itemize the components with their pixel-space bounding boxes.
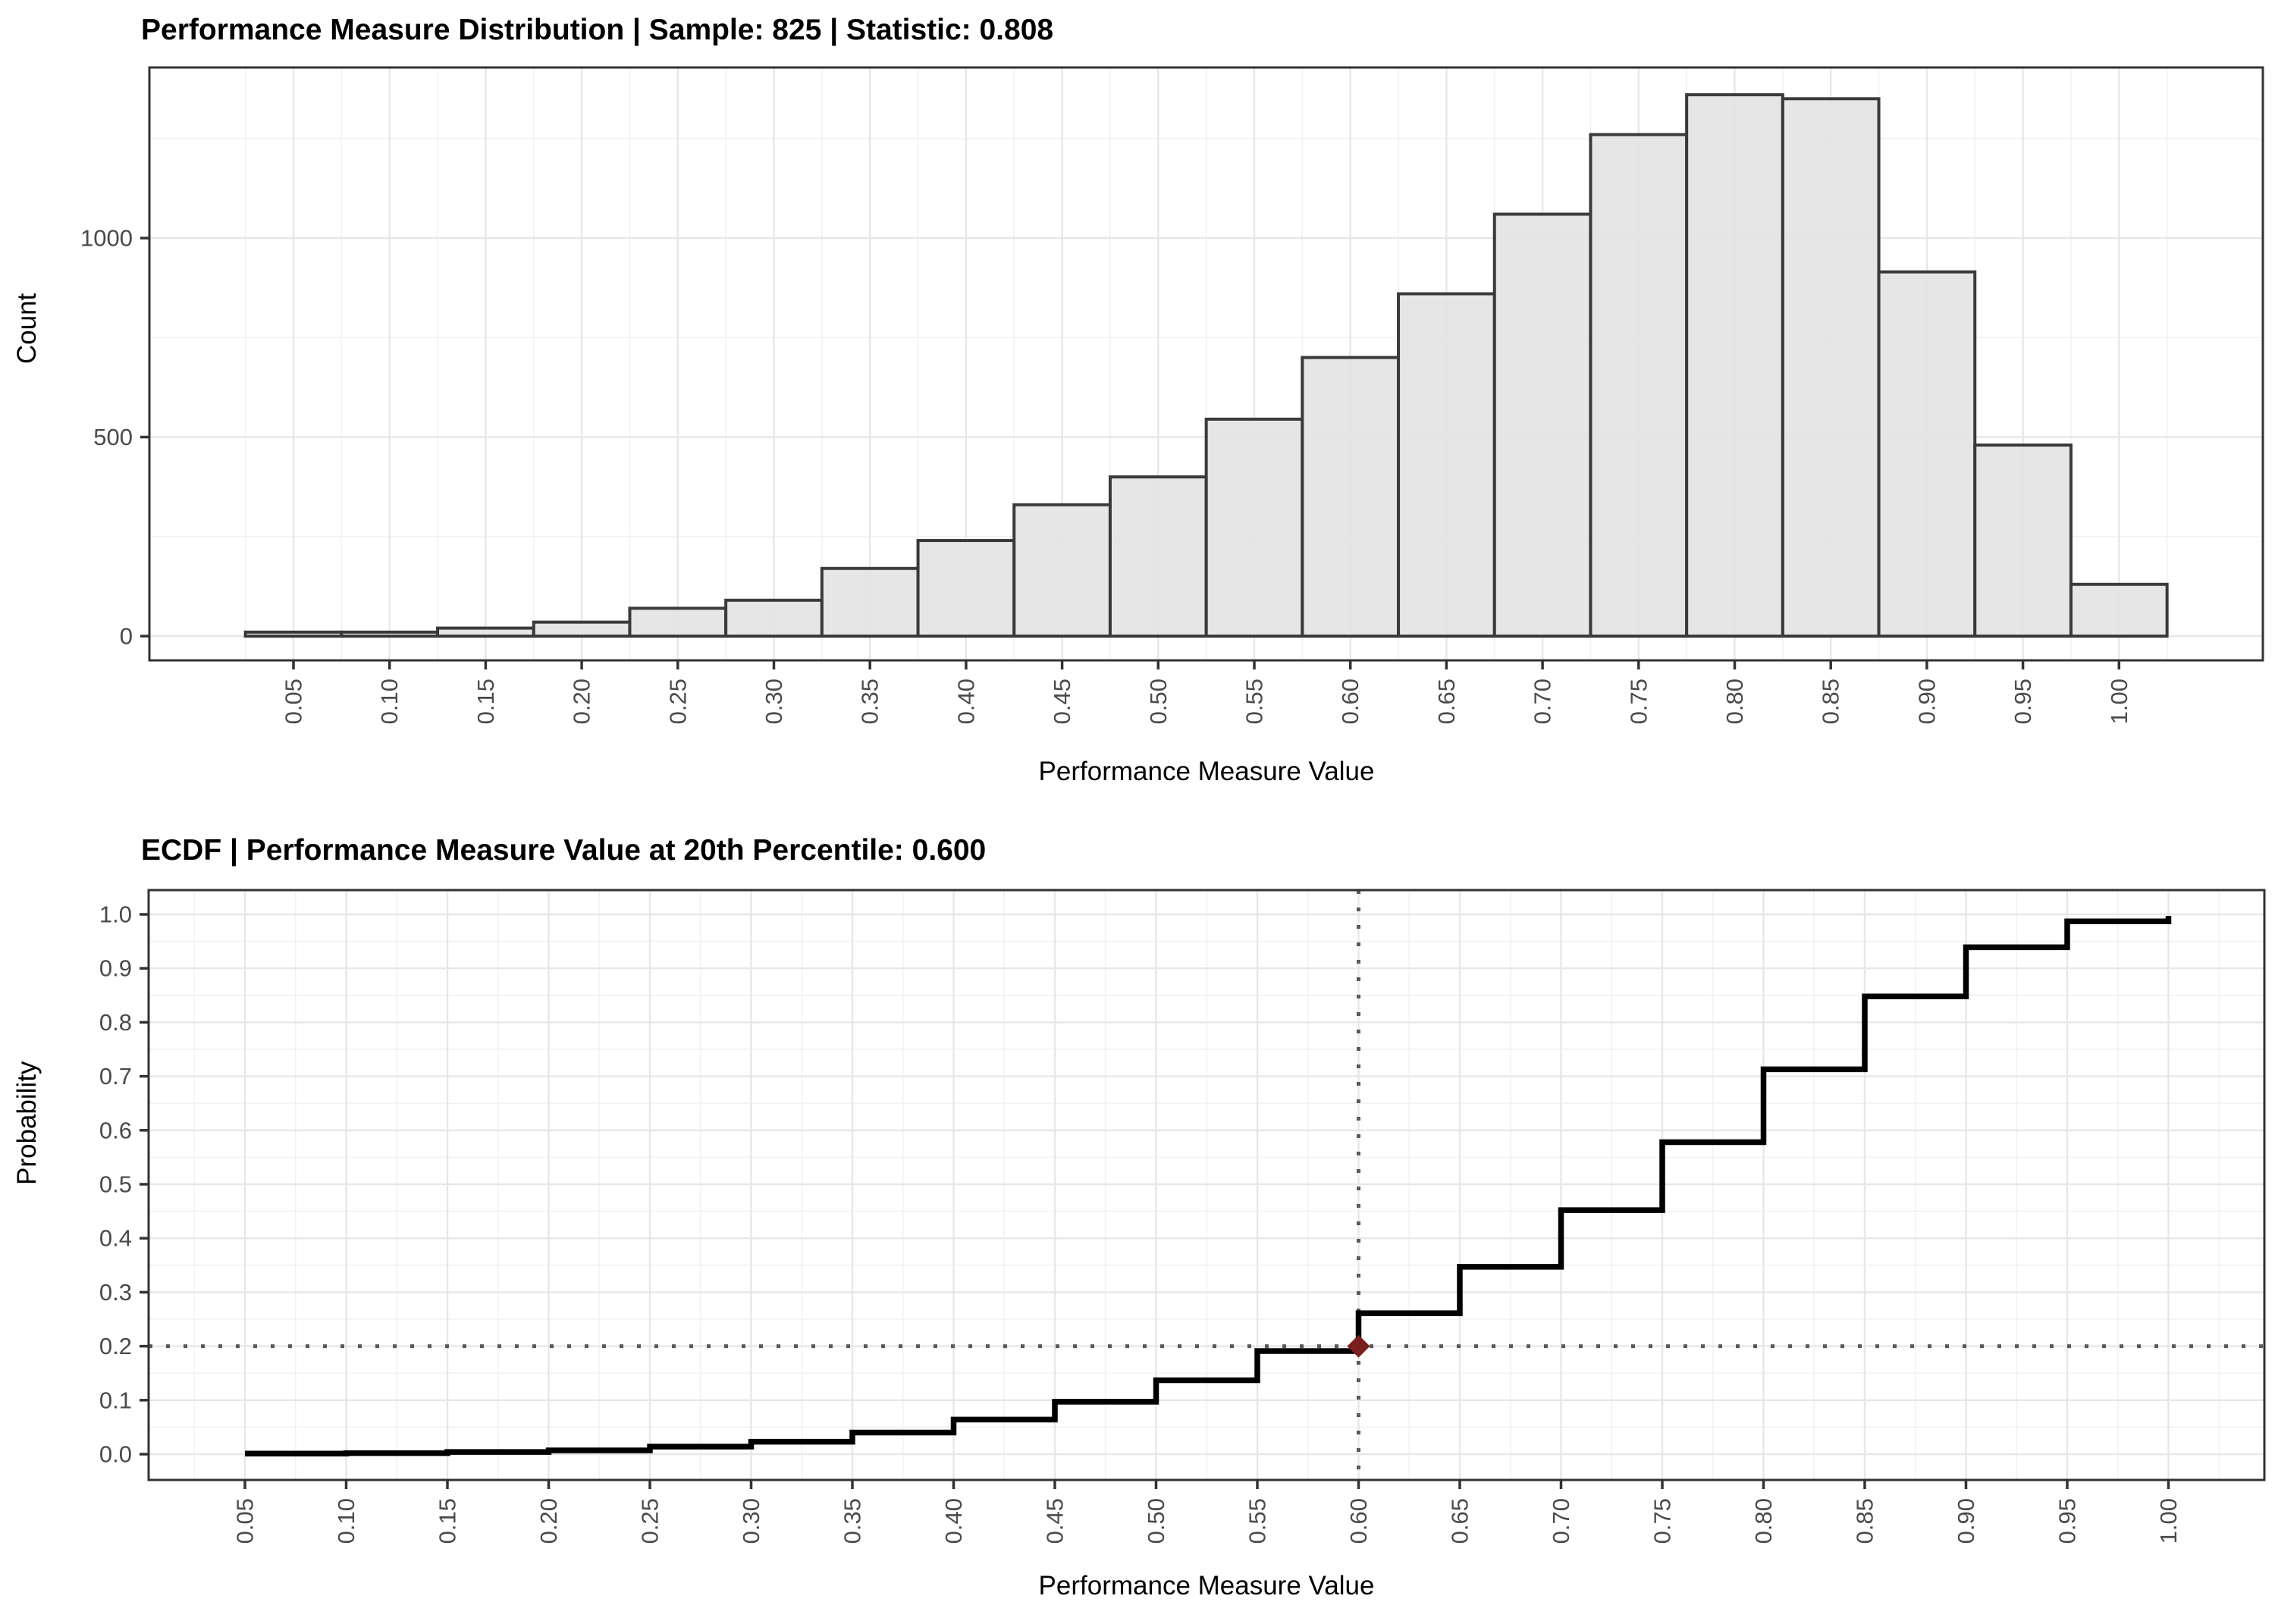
ecdf-x-tick-label: 0.70 (1548, 1498, 1574, 1544)
percentile-point-diamond (1347, 1334, 1370, 1358)
histogram-bar (1204, 417, 1304, 638)
histogram-bar (820, 566, 920, 638)
histogram-bar (1973, 444, 2073, 638)
histogram-x-tick-label: 0.85 (1818, 679, 1844, 724)
ecdf-x-tick-label: 0.15 (435, 1498, 461, 1544)
histogram-bar (1492, 212, 1592, 638)
histogram-x-tick-label: 0.75 (1625, 679, 1652, 724)
histogram-x-tick-label: 0.70 (1530, 679, 1556, 724)
ecdf-y-tick-label: 0.0 (99, 1441, 132, 1468)
ecdf-x-tick-label: 0.65 (1447, 1498, 1473, 1544)
ecdf-x-tick-label: 0.05 (232, 1498, 259, 1544)
ecdf-y-tick-label: 0.5 (99, 1171, 132, 1198)
histogram-x-tick-label: 0.60 (1337, 679, 1363, 724)
histogram-y-tick-label: 500 (93, 424, 133, 450)
ecdf-y-tick-label: 0.7 (99, 1063, 132, 1089)
histogram-bar (436, 626, 535, 638)
histogram-y-tick-label: 1000 (80, 225, 133, 252)
histogram-x-axis-title: Performance Measure Value (1038, 757, 1375, 786)
histogram-bar (1781, 97, 1881, 638)
histogram-y-tick-label: 0 (120, 623, 133, 650)
histogram-bar (1589, 133, 1689, 638)
ecdf-x-tick-label: 0.50 (1143, 1498, 1169, 1544)
histogram-bar (724, 598, 824, 638)
ecdf-x-axis-title: Performance Measure Value (1038, 1571, 1375, 1600)
ecdf-y-tick-label: 0.6 (99, 1117, 132, 1143)
ecdf-grid-major (149, 890, 2264, 1480)
ecdf-tick-labels: 0.05 0.10 0.15 0.20 0.25 0.30 0.35 0.40 0.45 0.50… (99, 901, 2182, 1544)
ecdf-step-line (245, 916, 2172, 1457)
histogram-title: Performance Measure Distribution | Sampl… (141, 14, 1054, 46)
ecdf-x-tick-label: 0.40 (940, 1498, 967, 1544)
histogram-panel-border (148, 66, 2264, 662)
histogram-x-tick-label: 0.05 (281, 679, 307, 724)
histogram-bar (916, 539, 1016, 638)
ecdf-x-tick-label: 0.25 (637, 1498, 664, 1544)
histogram-bar (1301, 356, 1401, 638)
histogram-bars (243, 93, 2169, 638)
histogram-x-tick-label: 0.20 (569, 679, 595, 724)
histogram-x-tick-label: 0.90 (1913, 679, 1940, 724)
ecdf-x-tick-label: 0.95 (2054, 1498, 2081, 1544)
histogram-x-tick-label: 0.95 (2010, 679, 2036, 724)
histogram-x-tick-label: 0.50 (1145, 679, 1172, 724)
ecdf-y-tick-label: 1.0 (99, 901, 132, 928)
histogram-x-tick-label: 0.45 (1049, 679, 1075, 724)
histogram-x-tick-label: 0.10 (376, 679, 403, 724)
ecdf-x-tick-label: 0.45 (1042, 1498, 1068, 1544)
ecdf-y-tick-label: 0.2 (99, 1333, 132, 1359)
histogram-x-tick-label: 0.25 (664, 679, 691, 724)
ecdf-x-tick-label: 0.35 (839, 1498, 866, 1544)
ecdf-y-tick-label: 0.9 (99, 955, 132, 982)
ecdf-x-tick-label: 0.60 (1345, 1498, 1372, 1544)
ecdf-x-tick-label: 0.30 (738, 1498, 764, 1544)
ecdf-x-tick-label: 0.85 (1852, 1498, 1878, 1544)
histogram-x-tick-label: 0.35 (857, 679, 883, 724)
histogram-tick-labels: 0.05 0.10 0.15 0.20 0.25 0.30 0.35 0.40 0.45 0.50… (80, 225, 2132, 725)
histogram-x-tick-label: 0.55 (1241, 679, 1268, 724)
histogram-x-tick-label: 0.80 (1721, 679, 1748, 724)
ecdf-x-tick-label: 0.55 (1244, 1498, 1271, 1544)
histogram-bar (532, 620, 632, 638)
histogram-ticks (140, 237, 2121, 669)
ecdf-ticks (140, 913, 2170, 1489)
histogram-x-tick-label: 1.00 (2106, 679, 2132, 724)
ecdf-y-tick-label: 0.3 (99, 1279, 132, 1306)
histogram-bar (2069, 582, 2169, 638)
histogram-x-tick-label: 0.15 (472, 679, 499, 724)
histogram-bar (1397, 292, 1496, 638)
histogram-bar (243, 630, 344, 638)
histogram-bar (1685, 93, 1784, 638)
ecdf-x-tick-label: 1.00 (2155, 1498, 2182, 1544)
ecdf-x-tick-label: 0.10 (333, 1498, 359, 1544)
histogram-bar (340, 630, 440, 638)
histogram-bar (1877, 270, 1977, 638)
ecdf-y-tick-label: 0.4 (99, 1225, 132, 1252)
ecdf-x-tick-label: 0.80 (1750, 1498, 1777, 1544)
ecdf-y-tick-label: 0.1 (99, 1387, 132, 1413)
ecdf-y-tick-label: 0.8 (99, 1009, 132, 1036)
ecdf-panel-border (147, 889, 2266, 1481)
histogram-bar (1012, 503, 1112, 638)
ecdf-x-tick-label: 0.75 (1649, 1498, 1676, 1544)
histogram-x-tick-label: 0.40 (952, 679, 979, 724)
ecdf-title: ECDF | Performance Measure Value at 20th… (141, 834, 987, 867)
histogram-x-tick-label: 0.65 (1433, 679, 1460, 724)
histogram-x-tick-label: 0.30 (761, 679, 787, 724)
histogram-bar (628, 607, 728, 638)
ecdf-x-tick-label: 0.20 (535, 1498, 562, 1544)
histogram-bar (1108, 475, 1208, 638)
ecdf-x-tick-label: 0.90 (1953, 1498, 1979, 1544)
ecdf-percentile-point (1347, 1334, 1370, 1358)
ecdf-crosshair (149, 890, 2264, 1480)
